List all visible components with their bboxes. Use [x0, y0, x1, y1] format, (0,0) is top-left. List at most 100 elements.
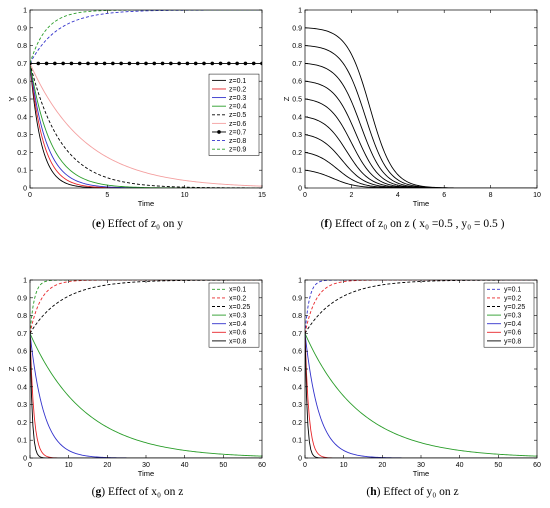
- series-marker-e-6-23: [218, 61, 223, 66]
- legend-label-h-1: y=0.2: [504, 295, 521, 302]
- series-line-f-8: [305, 27, 537, 188]
- legend-label-e-2: z=0.3: [229, 95, 246, 102]
- y-tick-label-h-0: 0: [298, 456, 302, 463]
- y-tick-label-h-6: 0.6: [292, 349, 302, 356]
- y-axis-label-f: Z: [282, 96, 291, 101]
- y-tick-label-f-2: 0.2: [292, 150, 302, 157]
- x-tick-label-h-1: 10: [340, 462, 348, 469]
- series-line-h-5: [305, 333, 537, 458]
- y-tick-label-g-4: 0.4: [17, 384, 27, 391]
- series-marker-e-6-26: [243, 61, 248, 66]
- series-marker-e-6-7: [86, 61, 90, 66]
- series-marker-e-6-1: [36, 61, 41, 66]
- x-tick-label-g-1: 10: [65, 462, 73, 469]
- legend-label-g-4: x=0.4: [229, 321, 246, 328]
- y-tick-label-e-10: 1: [23, 8, 27, 15]
- legend-label-g-1: x=0.2: [229, 295, 246, 302]
- y-tick-label-h-4: 0.4: [292, 384, 302, 391]
- x-tick-label-f-2: 4: [396, 192, 400, 199]
- y-tick-label-f-4: 0.4: [292, 114, 302, 121]
- series-marker-e-6-22: [210, 61, 215, 66]
- x-tick-label-f-0: 0: [303, 192, 307, 199]
- y-tick-label-g-10: 1: [23, 278, 27, 285]
- y-tick-label-e-9: 0.9: [17, 25, 27, 32]
- x-tick-label-h-4: 40: [456, 462, 464, 469]
- series-marker-e-6-21: [202, 61, 206, 66]
- series-line-e-7: [30, 10, 262, 64]
- y-tick-label-e-8: 0.8: [17, 43, 27, 50]
- y-tick-label-f-0: 0: [298, 186, 302, 193]
- series-line-h-3: [305, 333, 537, 457]
- series-line-f-2: [305, 134, 537, 188]
- series-marker-e-6-15: [152, 61, 157, 66]
- caption-e: (e) Effect of z₀ on y: [92, 218, 183, 230]
- legend-label-e-6: z=0.7: [229, 129, 246, 136]
- y-axis-label-e: Y: [7, 96, 16, 101]
- series-marker-e-6-4: [61, 61, 65, 66]
- series-line-f-3: [305, 116, 537, 188]
- series-marker-e-6-2: [44, 61, 49, 66]
- y-axis-label-h: Z: [282, 366, 291, 371]
- x-tick-label-e-3: 15: [258, 192, 266, 199]
- x-tick-label-h-2: 20: [378, 462, 386, 469]
- x-axis-label-h: Time: [413, 469, 429, 478]
- series-marker-e-6-20: [193, 61, 198, 66]
- series-marker-e-6-9: [102, 61, 107, 66]
- x-axis-label-f: Time: [413, 199, 429, 208]
- series-line-f-7: [305, 45, 537, 188]
- legend-marker-e-6: [217, 130, 221, 134]
- legend-label-h-4: y=0.4: [504, 321, 521, 328]
- x-tick-label-f-4: 8: [489, 192, 493, 199]
- x-tick-label-f-5: 10: [533, 192, 541, 199]
- x-tick-label-g-3: 30: [142, 462, 150, 469]
- legend-label-e-4: z=0.5: [229, 112, 246, 119]
- y-tick-label-g-1: 0.1: [17, 438, 27, 445]
- y-tick-label-h-9: 0.9: [292, 295, 302, 302]
- y-tick-label-g-2: 0.2: [17, 420, 27, 427]
- legend-label-g-0: x=0.1: [229, 287, 246, 294]
- x-axis-label-g: Time: [138, 469, 154, 478]
- y-tick-label-e-5: 0.5: [17, 97, 27, 104]
- y-tick-label-g-3: 0.3: [17, 402, 27, 409]
- series-line-h-6: [305, 333, 537, 458]
- series-line-e-0: [30, 63, 262, 188]
- y-tick-label-e-1: 0.1: [17, 168, 27, 175]
- y-tick-label-g-5: 0.5: [17, 367, 27, 374]
- series-marker-e-6-16: [160, 61, 165, 66]
- y-tick-label-e-6: 0.6: [17, 79, 27, 86]
- series-marker-e-6-3: [53, 61, 57, 66]
- series-marker-e-6-24: [227, 61, 231, 66]
- series-marker-e-6-17: [169, 61, 173, 66]
- legend-label-e-8: z=0.9: [229, 147, 246, 154]
- y-tick-label-h-7: 0.7: [292, 331, 302, 338]
- series-marker-e-6-14: [144, 61, 148, 66]
- y-tick-label-h-1: 0.1: [292, 438, 302, 445]
- legend-label-g-3: x=0.3: [229, 313, 246, 320]
- series-marker-e-6-18: [177, 61, 181, 66]
- series-line-f-6: [305, 62, 537, 188]
- y-tick-label-f-1: 0.1: [292, 168, 302, 175]
- series-line-h-4: [305, 333, 537, 458]
- x-tick-label-h-3: 30: [417, 462, 425, 469]
- y-tick-label-h-2: 0.2: [292, 420, 302, 427]
- x-tick-label-g-2: 20: [103, 462, 111, 469]
- legend-label-g-6: x=0.8: [229, 338, 246, 345]
- y-tick-label-f-7: 0.7: [292, 61, 302, 68]
- series-line-e-5: [30, 63, 262, 187]
- legend-label-e-5: z=0.6: [229, 121, 246, 128]
- series-marker-e-6-5: [69, 61, 74, 66]
- chart-panel-g: 0 10 20 30 40 50 60 0 0.1 0.2 0.3 0.4 0.5 0.6 0.7 0.8 0.…: [7, 278, 266, 479]
- y-tick-label-e-0: 0: [23, 186, 27, 193]
- y-tick-label-h-3: 0.3: [292, 402, 302, 409]
- x-tick-label-f-3: 6: [442, 192, 446, 199]
- series-marker-e-6-6: [77, 61, 82, 66]
- y-tick-label-g-6: 0.6: [17, 349, 27, 356]
- legend-g: x=0.1x=0.2 x=0.25 x=0.3x=0.4 x=0.6x=0.8: [208, 282, 260, 348]
- legend-e: z=0.1z=0.2 z=0.3 z=0.4z=0.5 z=0.6z=0.7 z=0.8…: [208, 73, 260, 156]
- x-axis-label-e: Time: [138, 199, 154, 208]
- legend-label-h-5: y=0.6: [504, 330, 521, 337]
- y-tick-label-f-5: 0.5: [292, 97, 302, 104]
- legend-label-e-3: z=0.4: [229, 104, 246, 111]
- legend-label-h-6: y=0.8: [504, 338, 521, 345]
- y-tick-label-f-9: 0.9: [292, 25, 302, 32]
